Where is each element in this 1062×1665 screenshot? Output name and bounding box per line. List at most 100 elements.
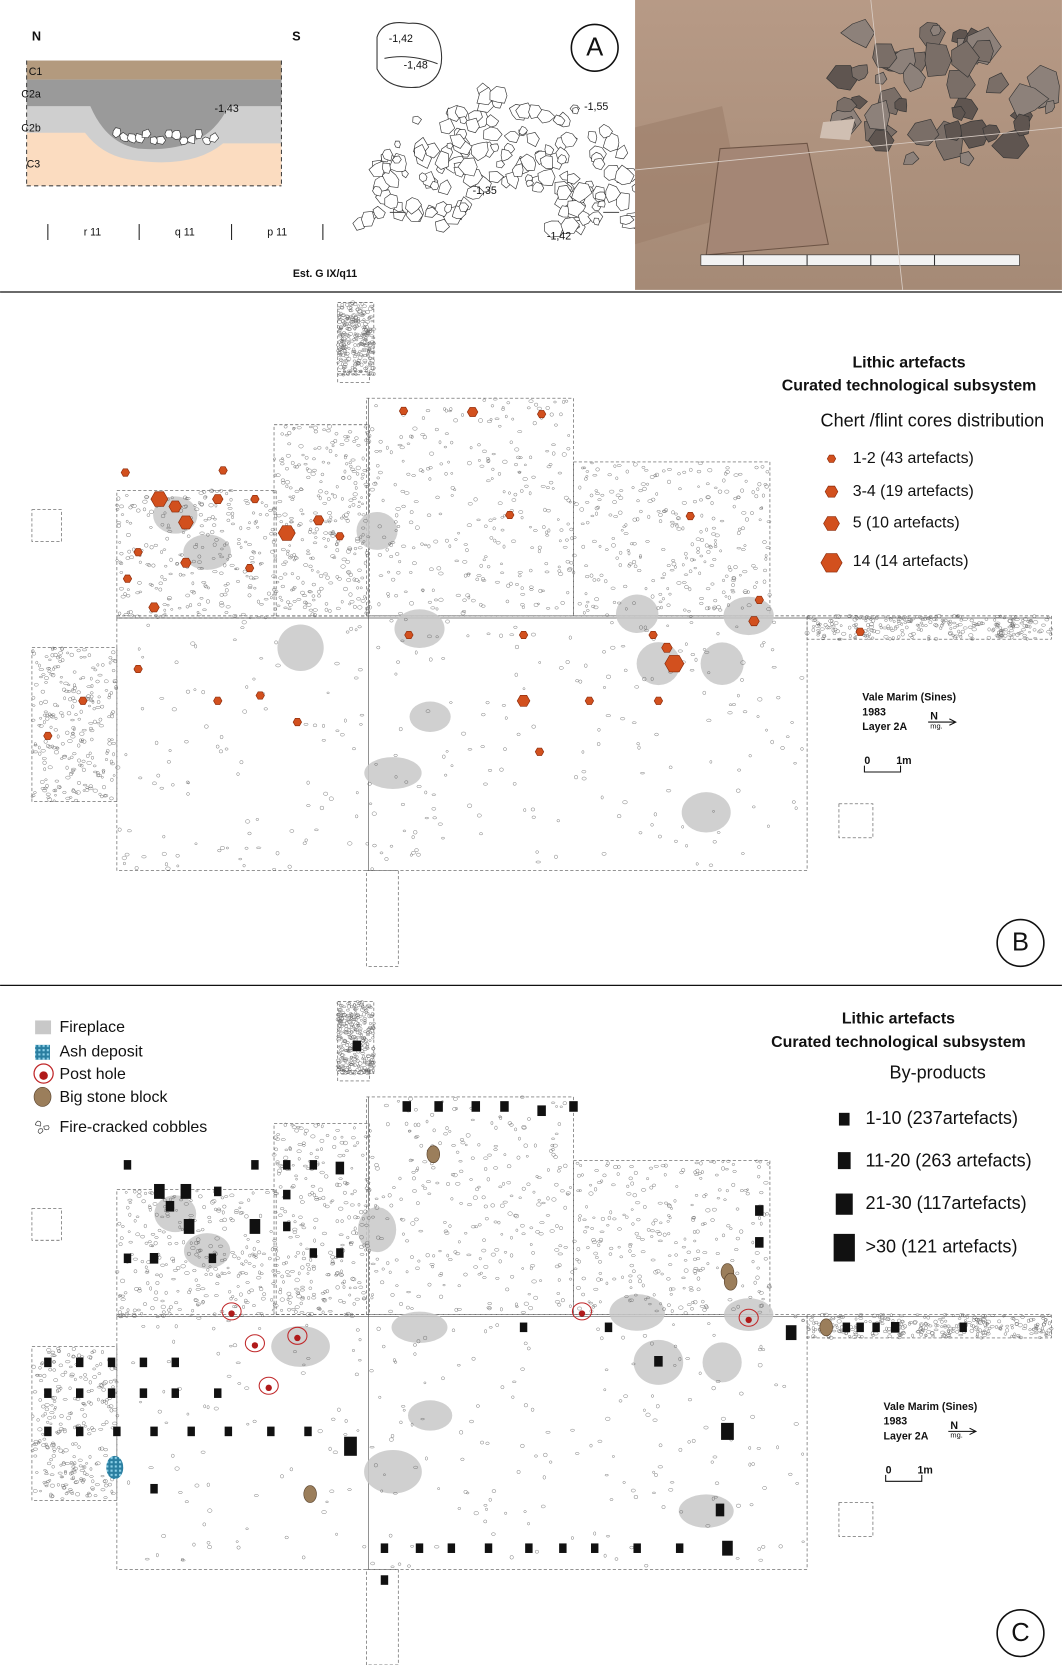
cobble [334,432,339,436]
cobble [310,568,314,572]
stone [444,203,452,214]
cobble [73,685,77,691]
core-marker [255,691,265,700]
cobble [545,450,550,453]
cobble [347,1215,351,1220]
cobble [193,688,197,691]
cobble [167,523,170,528]
cobble [700,538,705,542]
cobble [721,1160,725,1164]
cobble [433,598,438,602]
cobble [69,1460,74,1464]
cobble [341,1013,347,1017]
cobble [531,475,536,479]
cobble [50,1354,56,1357]
cobble [312,598,316,602]
cobble [727,565,732,570]
stone [943,120,965,141]
cobble [498,424,502,428]
cobble [998,626,1003,630]
cobble [282,1280,285,1284]
cobble [488,518,493,523]
cobble [299,488,304,491]
cobble [59,680,63,684]
cobble [600,1336,604,1341]
cobble [112,774,116,777]
cobble [500,1203,505,1208]
cobble [117,1294,121,1298]
cobble [412,1343,417,1347]
cobble [811,628,816,633]
cobble [273,473,277,477]
cobble [420,542,424,546]
cobble [889,626,893,631]
cobble [368,1064,371,1067]
cobble [643,1205,647,1210]
cobble [854,1317,858,1321]
cobble [1035,1322,1040,1327]
cobble [60,1373,66,1377]
cobble [128,1240,133,1244]
cobble [129,555,134,559]
cobble [432,1254,436,1258]
cobble [683,608,687,612]
cobble [513,1213,518,1218]
core-marker [584,696,595,705]
cobble [864,633,868,638]
cobble [97,1397,100,1402]
cobble [591,604,596,609]
byproduct-marker [267,1426,275,1437]
cobble [910,632,916,636]
cobble [361,502,364,505]
cobble [636,1218,641,1222]
cobble [598,1237,604,1243]
cobble [315,1148,319,1152]
cobble [521,1186,526,1191]
cobble [884,615,888,619]
cobble [813,618,818,622]
cobble [226,1266,230,1270]
cobble [633,1494,639,1500]
cobble [112,752,115,757]
cobble [39,700,43,706]
cobble [570,1536,574,1540]
cobble [263,598,269,601]
cobble [408,1158,413,1163]
cobble [186,792,190,796]
cobble [757,1547,761,1551]
cobble [339,443,345,446]
cobble [491,452,496,456]
cobble [288,544,292,547]
cobble [759,507,764,510]
cobble [242,863,246,868]
cobble [353,552,357,556]
cobble [548,480,554,485]
cobble [355,1328,360,1332]
cobble [309,556,313,560]
cobble [466,1203,473,1207]
cobble [128,610,133,615]
cobble [457,531,461,535]
cobble [366,353,370,358]
cobble [597,1439,603,1443]
cobble [81,1421,86,1426]
cobble [347,1001,351,1005]
cobble [712,1207,717,1212]
cobble [231,1295,235,1299]
cobble [236,772,240,776]
cobble [668,1216,672,1220]
byproduct-marker [304,1426,312,1437]
stone [903,62,926,93]
cobble [103,1380,108,1385]
cobble [279,1287,282,1291]
cobble [343,1433,348,1436]
cobble [407,1564,411,1568]
cobble [498,1185,503,1189]
cobble [933,637,939,641]
cobble [341,1011,346,1014]
cobble [184,740,189,744]
cobble [314,1198,320,1201]
byproduct-marker [785,1325,797,1341]
cobble [317,1306,322,1311]
cobble [612,600,617,604]
